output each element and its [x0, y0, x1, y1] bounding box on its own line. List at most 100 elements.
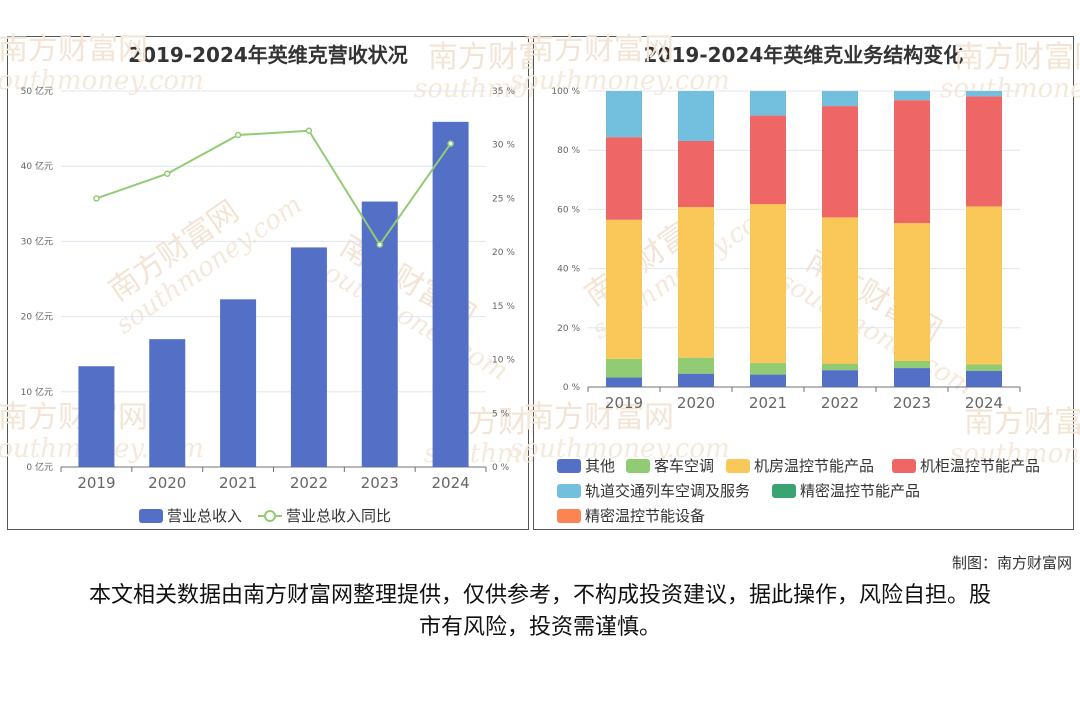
stacked-bar-segment [678, 141, 714, 208]
stacked-bar-segment [966, 364, 1002, 372]
legend-swatch-revenue [139, 509, 163, 523]
legend-swatch [626, 459, 650, 473]
yoy-point [305, 127, 313, 134]
legend-label-yoy: 营业总收入同比 [286, 507, 391, 525]
y-left-tick-label: 20 亿元 [21, 311, 53, 323]
stacked-bar-segment [750, 204, 786, 364]
legend-swatch [557, 459, 581, 473]
disclaimer-text: 本文相关数据由南方财富网整理提供，仅供参考，不构成投资建议，据此操作，风险自担。… [88, 583, 991, 640]
stacked-bar-segment [822, 217, 858, 364]
stacked-bar-segment [966, 91, 1002, 97]
y-tick-label: 20 % [557, 324, 580, 334]
stacked-bar-segment [606, 219, 642, 359]
revenue-bar [220, 299, 257, 467]
y-tick-label: 40 % [557, 265, 580, 275]
legend-swatch [557, 509, 581, 523]
watermark-en: southmoney.com [950, 439, 1080, 469]
legend-swatch-yoy-marker [264, 510, 276, 522]
stacked-bar-segment [822, 106, 858, 218]
stacked-bar-segment [894, 368, 930, 387]
stacked-bar-segment [894, 223, 930, 361]
legend-label: 轨道交通列车空调及服务 [585, 482, 750, 500]
y-right-tick-label: 5 % [492, 409, 510, 419]
stacked-bar-segment [678, 373, 714, 387]
y-right-tick-label: 0 % [492, 463, 510, 473]
stacked-bar-segment [750, 91, 786, 116]
stacked-bar-segment [822, 363, 858, 371]
stacked-bar-segment [678, 91, 714, 142]
watermark-cn: 南方财富网 [524, 32, 674, 67]
y-left-tick-label: 30 亿元 [21, 235, 53, 247]
watermark-cn: 南方财富网 [964, 405, 1080, 440]
y-right-tick-label: 25 % [492, 194, 515, 204]
legend-swatch [892, 459, 916, 473]
x-tick-label: 2019 [77, 474, 115, 492]
stacked-bar-segment [822, 91, 858, 107]
legend-label: 客车空调 [654, 457, 714, 475]
y-tick-label: 80 % [557, 146, 580, 156]
x-tick-label: 2020 [677, 394, 715, 412]
watermark-en: southmoney.com [940, 74, 1080, 104]
revenue-bar [290, 247, 327, 467]
structure-chart-panel: 2019-2024年英维克业务结构变化 南方财富网 southmoney.com 南… [510, 32, 1080, 530]
y-left-tick-label: 0 亿元 [26, 461, 53, 473]
stacked-bar-segment [822, 370, 858, 387]
y-right-tick-label: 30 % [492, 141, 515, 151]
stacked-bar-segment [966, 96, 1002, 207]
revenue-bar [432, 121, 469, 467]
x-tick-label: 2019 [605, 394, 643, 412]
y-right-tick-label: 35 % [492, 87, 515, 97]
yoy-point [164, 170, 171, 177]
stacked-bar-segment [678, 357, 714, 374]
x-tick-label: 2021 [219, 474, 257, 492]
stacked-bar-segment [966, 371, 1002, 387]
stacked-bar-segment [606, 377, 642, 387]
legend-label: 机柜温控节能产品 [920, 457, 1040, 475]
yoy-point [447, 140, 454, 147]
y-tick-label: 100 % [551, 87, 580, 97]
stacked-bar-segment [894, 360, 930, 369]
stacked-bar-segment [606, 137, 642, 220]
revenue-bar [361, 201, 398, 467]
y-right-tick-label: 20 % [492, 248, 515, 258]
legend-label-revenue: 营业总收入 [167, 507, 242, 525]
x-tick-label: 2023 [361, 474, 399, 492]
legend-swatch [772, 484, 796, 498]
watermark-cn: 南方财富网 [524, 400, 674, 435]
y-left-tick-label: 10 亿元 [21, 386, 53, 398]
stacked-bar-segment [750, 374, 786, 387]
yoy-point [93, 195, 100, 202]
chart-credit: 制图：南方财富网 [951, 554, 1072, 572]
y-tick-label: 60 % [557, 205, 580, 215]
stacked-bar-segment [750, 115, 786, 205]
x-tick-label: 2020 [148, 474, 186, 492]
x-tick-label: 2024 [965, 394, 1003, 412]
structure-chart-svg: 南方财富网southmoney.com南方财富网southmoney.com南方… [510, 32, 1080, 525]
legend-swatch [557, 484, 581, 498]
watermark-en: southmoney.com [510, 434, 730, 464]
x-tick-label: 2024 [431, 474, 469, 492]
stacked-bar-segment [606, 91, 642, 138]
yoy-point [234, 131, 242, 139]
stacked-bar-segment [606, 358, 642, 378]
watermark-cn: 南方财富网 [0, 32, 148, 67]
stacked-bar-segment [678, 207, 714, 358]
structure-chart-title: 2019-2024年英维克业务结构变化 [643, 43, 964, 67]
y-tick-label: 0 % [563, 383, 581, 393]
y-right-tick-label: 15 % [492, 302, 515, 312]
legend-label: 机房温控节能产品 [754, 457, 874, 475]
x-tick-label: 2023 [893, 394, 931, 412]
x-tick-label: 2022 [290, 474, 328, 492]
x-tick-label: 2022 [821, 394, 859, 412]
legend-label: 精密温控节能设备 [585, 507, 705, 525]
y-left-tick-label: 40 亿元 [21, 160, 53, 172]
stacked-bar-segment [894, 100, 930, 224]
revenue-bar [78, 366, 115, 467]
stacked-bar-segment [750, 363, 786, 375]
y-right-tick-label: 10 % [492, 356, 515, 366]
revenue-chart-panel: 2019-2024年英维克营收状况 南方财富网 southmoney.com 南方财… [0, 32, 644, 530]
